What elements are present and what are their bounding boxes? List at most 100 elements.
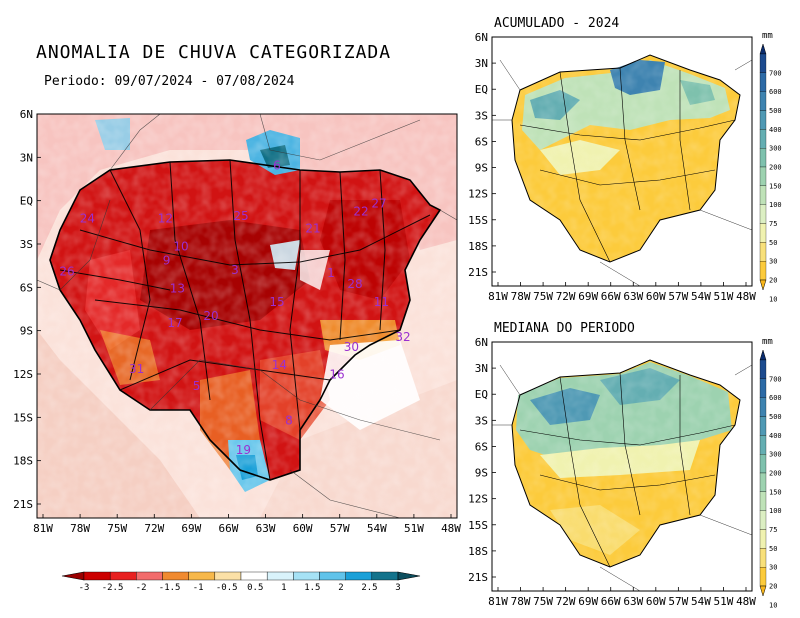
mm-colorbar-bottom-arrow — [759, 279, 767, 291]
basin-label: 6 — [273, 159, 281, 173]
mm-colorbar-label: 700 — [769, 375, 782, 383]
colorbar-high-arrow — [397, 571, 421, 581]
basin-label: 27 — [371, 196, 386, 210]
lat-tick-label: 9S — [475, 162, 488, 175]
basin-label: 12 — [158, 212, 173, 226]
mm-colorbar-label: 400 — [769, 126, 782, 134]
mm-colorbar-label: 50 — [769, 239, 777, 247]
mediana-map — [492, 342, 752, 591]
basin-label: 17 — [167, 316, 182, 330]
basin-label: 20 — [203, 309, 218, 323]
mm-colorbar-label: 200 — [769, 164, 782, 172]
mm-colorbar-label: 600 — [769, 88, 782, 96]
lon-tick-label: 63W — [623, 595, 643, 608]
basin-label: 28 — [347, 277, 362, 291]
lon-tick-label: 78W — [70, 522, 90, 535]
mm-colorbar-segment — [759, 242, 767, 262]
mm-colorbar-label: 10 — [769, 601, 777, 609]
lon-tick-label: 81W — [33, 522, 53, 535]
mm-unit-label: mm — [762, 31, 773, 41]
lon-tick-label: 48W — [736, 595, 756, 608]
main-title: ANOMALIA DE CHUVA CATEGORIZADA — [36, 42, 391, 63]
mm-colorbar-segment — [759, 91, 767, 111]
colorbar-label: -2 — [136, 583, 147, 593]
lon-tick-label: 51W — [714, 595, 734, 608]
lat-tick-label: 3S — [475, 414, 488, 427]
basin-label: 15 — [269, 295, 284, 309]
period-subtitle: Periodo: 09/07/2024 - 07/08/2024 — [44, 74, 295, 89]
lat-tick-label: 15S — [468, 519, 488, 532]
lat-tick-label: 6S — [475, 135, 488, 148]
mm-colorbar-label: 600 — [769, 394, 782, 402]
lat-tick-label: 21S — [468, 571, 488, 584]
mm-colorbar-segment — [759, 223, 767, 243]
lon-tick-label: 60W — [646, 595, 666, 608]
lon-tick-label: 54W — [691, 595, 711, 608]
colorbar-label: 1 — [281, 583, 286, 593]
mm-colorbar-label: 400 — [769, 432, 782, 440]
basin-label: 11 — [374, 295, 389, 309]
lon-tick-label: 66W — [601, 595, 621, 608]
mm-colorbar-segment — [759, 548, 767, 568]
mm-colorbar-label: 100 — [769, 507, 782, 515]
lon-tick-label: 78W — [511, 595, 531, 608]
lat-tick-label: 12S — [468, 493, 488, 506]
mm-colorbar-segment — [759, 567, 767, 587]
acumulado-title: ACUMULADO - 2024 — [494, 16, 619, 31]
anomaly-colorbar: -3 -2.5 -2 -1.5 -1 -0.5 0.5 1 1.5 2 2.5 3 — [61, 571, 421, 593]
lat-tick-label: 15S — [468, 214, 488, 227]
lat-tick-label: 6S — [20, 281, 33, 294]
acumulado-lon-ticks: 81W 78W 75W 72W 69W 66W 63W 60W 57W 54W 51W 48W — [488, 282, 756, 303]
colorbar-segment — [83, 571, 111, 581]
colorbar-segment — [109, 571, 137, 581]
colorbar-label: 1.5 — [304, 583, 320, 593]
basin-label: 9 — [163, 253, 171, 267]
colorbar-label: 2.5 — [361, 583, 377, 593]
mm-colorbar-label: 150 — [769, 182, 782, 190]
mm-colorbar-segment — [759, 454, 767, 474]
mm-colorbar-segment — [759, 166, 767, 186]
lat-tick-label: 18S — [468, 240, 488, 253]
lon-tick-label: 69W — [578, 290, 598, 303]
lat-tick-label: 12S — [468, 188, 488, 201]
basin-label: 5 — [193, 379, 201, 393]
lon-tick-label: 51W — [714, 290, 734, 303]
lon-tick-label: 66W — [219, 522, 239, 535]
basin-label: 30 — [344, 340, 359, 354]
mm-colorbar-label: 75 — [769, 526, 777, 534]
basin-label: 8 — [285, 414, 293, 428]
lat-tick-label: 9S — [20, 325, 33, 338]
anomaly-lon-ticks: 81W 78W 75W 72W 69W 66W 63W 60W 57W 54W 51W 48W — [33, 514, 461, 535]
anomaly-lat-ticks: 6N 3N EQ 3S 6S 9S 12S 15S 18S 21S — [13, 108, 41, 511]
colorbar-label: -0.5 — [216, 583, 238, 593]
lat-tick-label: 3N — [20, 151, 33, 164]
mediana-frame — [491, 341, 753, 592]
basin-label: 1 — [327, 266, 335, 280]
colorbar-segment — [214, 571, 242, 581]
lat-tick-label: EQ — [475, 388, 488, 401]
colorbar-label: -1.5 — [159, 583, 181, 593]
colorbar-segment — [293, 571, 320, 581]
lat-tick-label: 12S — [13, 368, 33, 381]
basin-label: 24 — [80, 212, 95, 226]
lat-tick-label: EQ — [475, 83, 488, 96]
mm-colorbar-label: 30 — [769, 258, 777, 266]
mediana-lon-ticks: 81W 78W 75W 72W 69W 66W 63W 60W 57W 54W 51W 48W — [488, 587, 756, 608]
mm-colorbar-bottom-arrow — [759, 585, 767, 597]
colorbar-low-arrow — [61, 571, 85, 581]
colorbar-label: 2 — [338, 583, 343, 593]
mm-colorbar-label: 20 — [769, 277, 777, 285]
mm-colorbar-top-arrow — [759, 43, 767, 55]
lat-tick-label: 21S — [468, 266, 488, 279]
lat-tick-label: 6N — [20, 108, 33, 121]
mm-colorbar-segment — [759, 397, 767, 417]
lat-tick-label: 18S — [468, 545, 488, 558]
mm-colorbar-segment — [759, 53, 767, 73]
mm-colorbar-segment — [759, 510, 767, 530]
mediana-title: MEDIANA DO PERIODO — [494, 321, 635, 336]
basin-label: 13 — [170, 281, 185, 295]
mm-colorbar-label: 700 — [769, 69, 782, 77]
acumulado-lat-ticks: 6N 3N EQ 3S 6S 9S 12S 15S 18S 21S — [468, 31, 496, 279]
colorbar-segment — [345, 571, 373, 581]
